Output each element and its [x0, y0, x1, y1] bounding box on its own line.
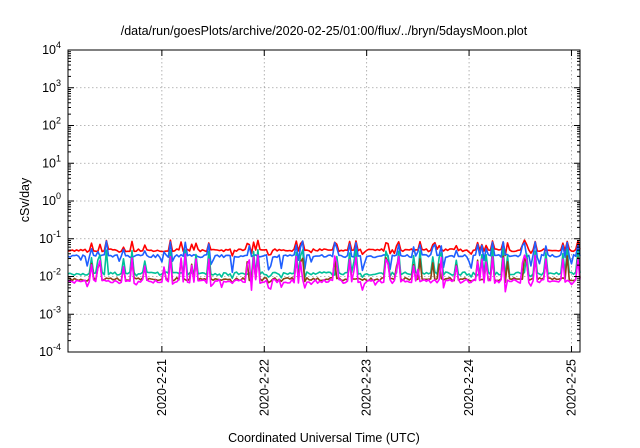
y-axis-label: cSv/day — [18, 177, 32, 222]
x-tick-label: 2020-2-23 — [360, 359, 374, 416]
y-tick-label: 10-4 — [39, 342, 61, 359]
tick-layer: 10-4 10-3 10-2 10-1 100 101 102 103 104 2020-2-21… — [39, 40, 580, 416]
y-tick-label: 104 — [42, 40, 61, 57]
x-tick-label: 2020-2-25 — [564, 359, 578, 416]
x-axis-label: Coordinated Universal Time (UTC) — [228, 431, 420, 445]
y-tick-label: 103 — [42, 78, 61, 95]
y-tick-label: 102 — [42, 116, 61, 133]
y-tick-label: 10-2 — [39, 267, 61, 284]
y-tick-label: 10-3 — [39, 304, 61, 321]
series-layer — [67, 239, 581, 293]
y-tick-label: 101 — [42, 153, 61, 170]
series-line-4 — [67, 253, 581, 293]
y-tick-label: 10-1 — [39, 229, 61, 246]
grid-layer — [68, 50, 580, 352]
x-tick-label: 2020-2-24 — [462, 359, 476, 416]
series-line-1 — [67, 240, 581, 274]
y-tick-label: 100 — [42, 191, 61, 208]
x-tick-label: 2020-2-21 — [155, 359, 169, 416]
series-line-0 — [67, 239, 581, 257]
chart-title: /data/run/goesPlots/archive/2020-02-25/0… — [121, 24, 528, 38]
x-tick-label: 2020-2-22 — [257, 359, 271, 416]
